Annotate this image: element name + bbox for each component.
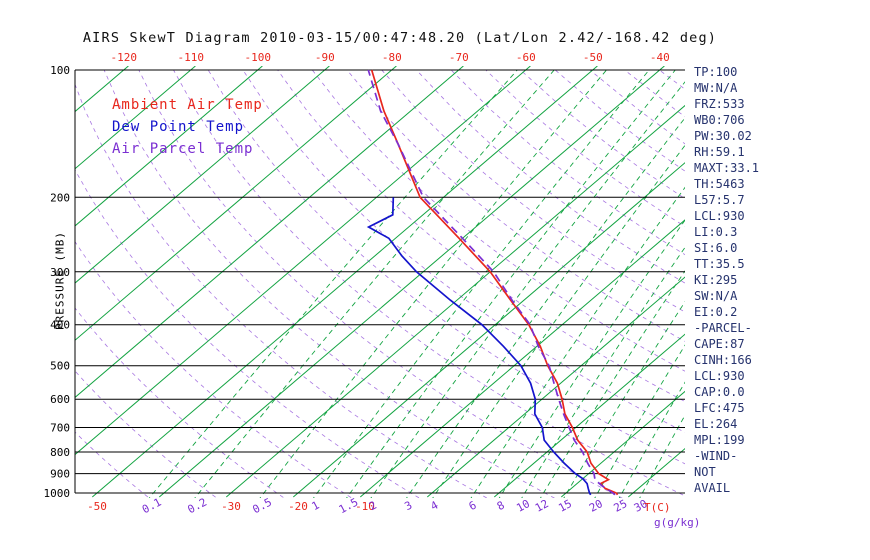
stat-line: MAXT:33.1 <box>694 161 760 175</box>
mixing-ratio-tick: 10 <box>514 497 532 515</box>
pressure-tick: 900 <box>50 468 70 481</box>
top-temp-tick: -60 <box>516 51 536 64</box>
stat-line: LFC:475 <box>694 401 745 415</box>
legend-dew-point-temp: Dew Point Temp <box>112 119 245 135</box>
stat-line: EI:0.2 <box>694 305 738 319</box>
dry-adiabat-grid <box>75 69 685 498</box>
curve-ambient-air-temp <box>370 69 619 496</box>
axis-labels: -120 -110 -100 -90 -80 -70 -60 -50 -40 -50 -30 -20 -… <box>44 51 670 516</box>
stats-panel: TP:100 MW:N/A FRZ:533 WB0:706 PW:30.02 RH:59.… <box>694 64 759 496</box>
mixing-ratio-tick: 1.5 <box>337 496 361 517</box>
mixing-ratio-tick: 3 <box>402 499 414 514</box>
mixing-ratio-tick: 20 <box>587 497 605 515</box>
bottom-temp-tick: -10 <box>355 500 375 513</box>
top-temp-tick: -100 <box>245 51 272 64</box>
curve-dew-point-temp <box>366 197 592 496</box>
stat-line: LCL:930 <box>694 209 745 223</box>
top-temp-tick: -70 <box>449 51 469 64</box>
mixing-ratio-tick: 30 <box>632 497 650 515</box>
mixing-ratio-tick: 8 <box>495 499 507 514</box>
stat-line: SI:6.0 <box>694 241 738 255</box>
stat-line: NOT <box>694 465 716 479</box>
bottom-temp-tick: -30 <box>221 500 241 513</box>
legend-ambient-air-temp: Ambient Air Temp <box>112 97 263 113</box>
top-temp-tick: -120 <box>111 51 138 64</box>
mixing-ratio-grid <box>148 69 685 498</box>
mixing-ratio-tick: 25 <box>612 497 630 515</box>
mixing-ratio-tick: 12 <box>533 497 551 515</box>
stat-line: -WIND- <box>694 449 738 463</box>
mixing-ratio-tick: 6 <box>467 499 479 514</box>
stat-line: SW:N/A <box>694 289 738 303</box>
pressure-tick: 400 <box>50 319 70 332</box>
bottom-temp-tick: -20 <box>288 500 308 513</box>
stat-line: MPL:199 <box>694 433 745 447</box>
pressure-tick: 100 <box>50 64 70 77</box>
top-temp-tick: -90 <box>315 51 335 64</box>
stat-line: TT:35.5 <box>694 257 745 271</box>
legend-air-parcel-temp: Air Parcel Temp <box>112 141 254 157</box>
pressure-tick: 800 <box>50 446 70 459</box>
stat-line: CAP:0.0 <box>694 385 745 399</box>
top-temp-tick: -80 <box>382 51 402 64</box>
mixing-ratio-tick: 1 <box>310 499 322 514</box>
mixing-ratio-tick: 0.2 <box>185 496 209 517</box>
stat-line: EL:264 <box>694 417 738 431</box>
stat-line: CINH:166 <box>694 353 752 367</box>
stat-line: LCL:930 <box>694 369 745 383</box>
stat-line: RH:59.1 <box>694 145 745 159</box>
mixing-unit-label: g(g/kg) <box>654 516 701 529</box>
pressure-tick: 500 <box>50 360 70 373</box>
temp-unit-label: T(C) <box>644 501 671 514</box>
pressure-tick: 700 <box>50 422 70 435</box>
stat-line: KI:295 <box>694 273 738 287</box>
chart-title: AIRS SkewT Diagram 2010-03-15/00:47:48.2… <box>82 30 718 46</box>
stat-line: FRZ:533 <box>694 97 745 111</box>
mixing-ratio-tick: 0.1 <box>140 496 164 517</box>
mixing-ratio-tick: 15 <box>556 497 574 515</box>
top-temp-tick: -40 <box>650 51 670 64</box>
stat-line: CAPE:87 <box>694 337 745 351</box>
stat-line: -PARCEL- <box>694 321 752 335</box>
stat-line: TH:5463 <box>694 177 745 191</box>
stat-line: L57:5.7 <box>694 193 745 207</box>
pressure-tick: 200 <box>50 191 70 204</box>
pressure-tick: 1000 <box>44 487 71 500</box>
curve-air-parcel-temp <box>367 69 616 496</box>
top-temp-tick: -50 <box>583 51 603 64</box>
stat-line: AVAIL <box>694 481 731 495</box>
mixing-ratio-tick: 4 <box>428 498 440 513</box>
mixing-ratio-tick: 2 <box>367 499 379 514</box>
bottom-temp-tick: -50 <box>87 500 107 513</box>
stat-line: LI:0.3 <box>694 225 738 239</box>
top-temp-tick: -110 <box>178 51 205 64</box>
mixing-ratio-tick: 0.5 <box>250 496 274 517</box>
pressure-axis-label: PRESSURE (MB) <box>53 230 67 331</box>
chart-legend: Ambient Air Temp Dew Point Temp Air Parc… <box>112 94 263 160</box>
stat-line: TP:100 <box>694 65 738 79</box>
isotherm-grid <box>75 66 685 498</box>
pressure-tick: 600 <box>50 393 70 406</box>
stat-line: PW:30.02 <box>694 129 752 143</box>
stat-line: MW:N/A <box>694 81 738 95</box>
stat-line: WB0:706 <box>694 113 745 127</box>
pressure-tick: 300 <box>50 266 70 279</box>
